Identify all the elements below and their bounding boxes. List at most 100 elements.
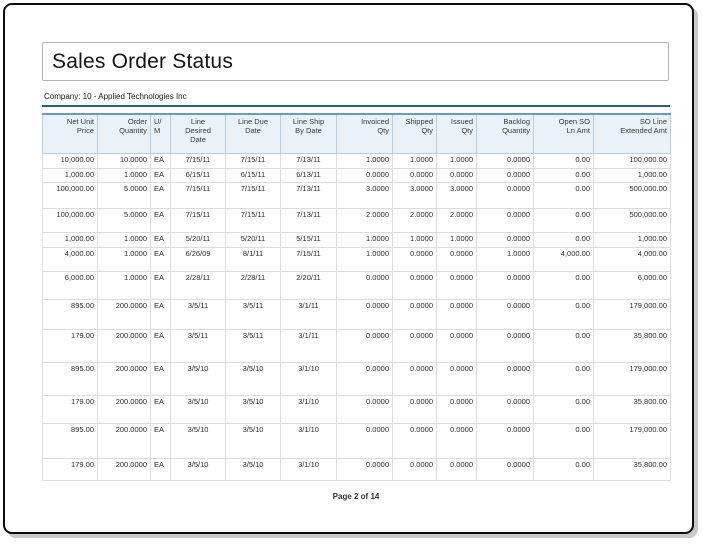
table-cell: 2/28/11	[225, 270, 281, 300]
table-cell: EA	[150, 270, 171, 300]
column-header: Net Unit Price	[42, 113, 98, 154]
table-cell: 200.0000	[97, 298, 151, 330]
table-cell: EA	[150, 457, 171, 481]
company-label: Company: 10 - Applied Technologies Inc	[44, 92, 187, 101]
table-row: 895.00 200.0000 EA 3/5/10 3/5/10 3/1/10 0.0000…	[42, 361, 671, 396]
table-cell: 7/15/11	[170, 152, 226, 169]
table-cell: 0.0000	[436, 457, 477, 481]
table-cell: 0.0000	[476, 207, 534, 233]
table-cell: 7/13/11	[280, 207, 337, 233]
table-cell: 500,000.00	[593, 181, 671, 209]
table-cell: 0.00	[533, 181, 594, 209]
table-cell: 3/5/10	[225, 457, 281, 481]
table-cell: 3/5/10	[225, 394, 281, 424]
table-cell: 0.0000	[476, 422, 534, 459]
table-row: 179.00 200.0000 EA 3/5/11 3/5/11 3/1/11 0.0000…	[42, 328, 671, 363]
table-cell: 0.0000	[336, 394, 393, 424]
table-cell: 2/28/11	[170, 270, 226, 300]
table-cell: 3.0000	[336, 181, 393, 209]
table-cell: 895.00	[42, 422, 98, 459]
table-cell: 35,800.00	[593, 328, 671, 363]
table-cell: 2/20/11	[280, 270, 337, 300]
table-cell: 10,000.00	[42, 152, 98, 169]
table-cell: 0.0000	[436, 422, 477, 459]
table-cell: 0.0000	[436, 167, 477, 183]
table-cell: 10.0000	[97, 152, 151, 169]
table-row: 179.00 200.0000 EA 3/5/10 3/5/10 3/1/10 0.0000…	[42, 457, 671, 481]
table-cell: 1.0000	[436, 152, 477, 169]
table-cell: 0.0000	[476, 328, 534, 363]
table-body: 10,000.00 10.0000 EA 7/15/11 7/15/11 7/13/11 1…	[42, 152, 671, 481]
table-cell: 0.00	[533, 152, 594, 169]
table-cell: 4,000.00	[42, 246, 98, 272]
table-cell: EA	[150, 394, 171, 424]
table-row: 10,000.00 10.0000 EA 7/15/11 7/15/11 7/13/11 1…	[42, 152, 671, 169]
table-cell: 0.00	[533, 361, 594, 396]
table-cell: EA	[150, 298, 171, 330]
table-cell: 0.0000	[476, 361, 534, 396]
table-row: 100,000.00 5.0000 EA 7/15/11 7/15/11 7/13/11 3…	[42, 181, 671, 209]
table-cell: 0.0000	[392, 422, 437, 459]
report-title: Sales Order Status	[52, 49, 234, 73]
table-row: 1,000.00 1.0000 EA 6/15/11 6/15/11 6/13/11 0.0…	[42, 167, 671, 183]
table-cell: 1.0000	[97, 270, 151, 300]
table-cell: 0.0000	[392, 457, 437, 481]
table-cell: 0.0000	[476, 167, 534, 183]
table-cell: 0.0000	[392, 394, 437, 424]
table-cell: 0.0000	[436, 246, 477, 272]
table-cell: 5.0000	[97, 181, 151, 209]
table-cell: 3/5/11	[170, 298, 226, 330]
table-cell: 3/1/11	[280, 298, 337, 330]
table-cell: 0.0000	[392, 298, 437, 330]
table-cell: EA	[150, 181, 171, 209]
table-cell: 895.00	[42, 361, 98, 396]
table-cell: 4,000.00	[533, 246, 594, 272]
column-header: Line Due Date	[225, 113, 281, 154]
table-cell: 1,000.00	[593, 231, 671, 248]
table-cell: 2.0000	[336, 207, 393, 233]
page-number: Page 2 of 14	[332, 492, 380, 501]
table-cell: 6/15/11	[225, 167, 281, 183]
table-cell: 7/15/11	[170, 181, 226, 209]
table-cell: EA	[150, 422, 171, 459]
table-cell: 2.0000	[392, 207, 437, 233]
table-cell: EA	[150, 152, 171, 169]
table-cell: 1.0000	[336, 231, 393, 248]
table-cell: 0.0000	[336, 298, 393, 330]
table-cell: 0.0000	[436, 328, 477, 363]
table-row: 895.00 200.0000 EA 3/5/10 3/5/10 3/1/10 0.0000…	[42, 422, 671, 459]
table-cell: 2.0000	[436, 207, 477, 233]
table-cell: 1,000.00	[593, 167, 671, 183]
table-cell: 7/15/11	[170, 207, 226, 233]
table-cell: 0.0000	[336, 457, 393, 481]
table-cell: 7/15/11	[280, 246, 337, 272]
table-cell: 200.0000	[97, 422, 151, 459]
table-cell: 0.0000	[392, 270, 437, 300]
table-cell: 0.0000	[436, 298, 477, 330]
table-cell: 179,000.00	[593, 298, 671, 330]
table-cell: 0.0000	[436, 270, 477, 300]
table-cell: 0.0000	[392, 246, 437, 272]
table-cell: 0.0000	[476, 394, 534, 424]
table-cell: 1.0000	[336, 246, 393, 272]
table-cell: 3.0000	[436, 181, 477, 209]
table-cell: 179,000.00	[593, 422, 671, 459]
table-cell: 35,800.00	[593, 457, 671, 481]
table-cell: 179.00	[42, 328, 98, 363]
table-cell: 0.00	[533, 422, 594, 459]
table-cell: 1.0000	[97, 231, 151, 248]
table-cell: 1.0000	[392, 152, 437, 169]
table-cell: 3/5/10	[170, 422, 226, 459]
table-cell: 6/26/09	[170, 246, 226, 272]
table-cell: 7/15/11	[225, 152, 281, 169]
table-cell: 5/15/11	[280, 231, 337, 248]
table-cell: 5.0000	[97, 207, 151, 233]
table-cell: 100,000.00	[593, 152, 671, 169]
table-cell: 0.00	[533, 270, 594, 300]
table-cell: 3/5/11	[170, 328, 226, 363]
table-cell: 7/15/11	[225, 207, 281, 233]
table-cell: 7/13/11	[280, 152, 337, 169]
table-cell: 179.00	[42, 394, 98, 424]
table-cell: 0.0000	[336, 270, 393, 300]
table-cell: 6/15/11	[170, 167, 226, 183]
